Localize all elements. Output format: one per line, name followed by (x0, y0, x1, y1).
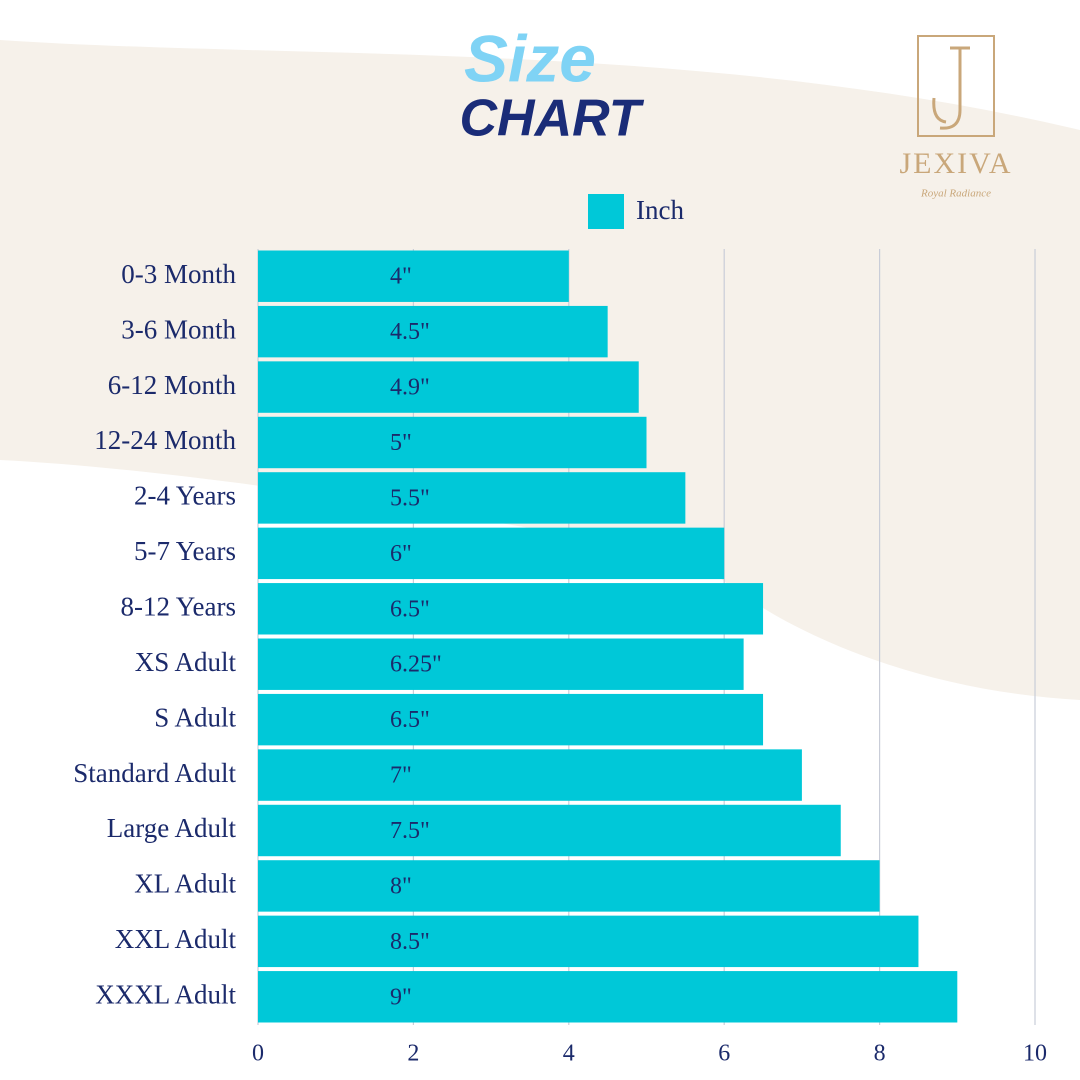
bar (258, 250, 569, 302)
y-tick-label: XS Adult (135, 647, 237, 677)
y-tick-label: XXXL Adult (95, 979, 236, 1009)
logo: JEXIVA Royal Radiance (899, 35, 1012, 200)
value-label: 4.5" (390, 319, 430, 345)
bar (258, 749, 802, 801)
value-label: 4.9" (390, 375, 430, 401)
value-label: 4" (390, 264, 412, 290)
logo-mark (932, 46, 970, 130)
bar (258, 361, 639, 413)
y-tick-label: 6-12 Month (108, 370, 237, 400)
legend-label: Inch (636, 195, 684, 225)
y-tick-label: 8-12 Years (120, 591, 236, 621)
value-label: 7" (390, 763, 412, 789)
chart-title: Size (464, 21, 596, 95)
brand-tagline: Royal Radiance (920, 188, 991, 200)
x-tick-label: 6 (718, 1041, 730, 1067)
bar (258, 527, 725, 580)
y-tick-label: Large Adult (107, 813, 237, 843)
y-tick-label: 12-24 Month (94, 425, 236, 455)
bar (258, 416, 647, 469)
value-label: 7.5" (390, 818, 430, 844)
chart-subtitle: CHART (459, 90, 644, 148)
y-tick-label: Standard Adult (73, 758, 236, 788)
y-tick-label: XXL Adult (115, 924, 237, 954)
bar (258, 305, 608, 358)
y-tick-label: 3-6 Month (121, 314, 236, 344)
x-tick-label: 8 (874, 1041, 886, 1067)
bar (258, 472, 686, 524)
value-label: 8.5" (390, 929, 430, 955)
legend-swatch (588, 194, 624, 229)
value-label: 6.25" (390, 652, 442, 678)
bar (258, 971, 958, 1023)
bar (258, 693, 764, 746)
y-tick-label: S Adult (154, 702, 236, 732)
bar (258, 638, 744, 690)
x-tick-label: 10 (1023, 1041, 1047, 1067)
y-tick-label: 0-3 Month (121, 259, 236, 289)
y-tick-label: 2-4 Years (134, 481, 236, 511)
y-tick-label: XL Adult (134, 869, 236, 899)
brand-name: JEXIVA (899, 147, 1012, 180)
value-label: 5" (390, 430, 412, 456)
y-tick-label: 5-7 Years (134, 536, 236, 566)
bar (258, 804, 841, 857)
logo-frame (917, 35, 995, 137)
value-label: 5.5" (390, 485, 430, 511)
x-tick-label: 4 (563, 1041, 575, 1067)
bar (258, 583, 764, 635)
value-label: 6.5" (390, 596, 430, 622)
x-tick-label: 2 (407, 1041, 419, 1067)
value-label: 9" (390, 984, 412, 1010)
value-label: 6.5" (390, 707, 430, 733)
bar (258, 860, 880, 912)
value-label: 8" (390, 873, 412, 899)
bar (258, 915, 919, 968)
x-tick-label: 0 (252, 1041, 264, 1067)
value-label: 6" (390, 541, 412, 567)
